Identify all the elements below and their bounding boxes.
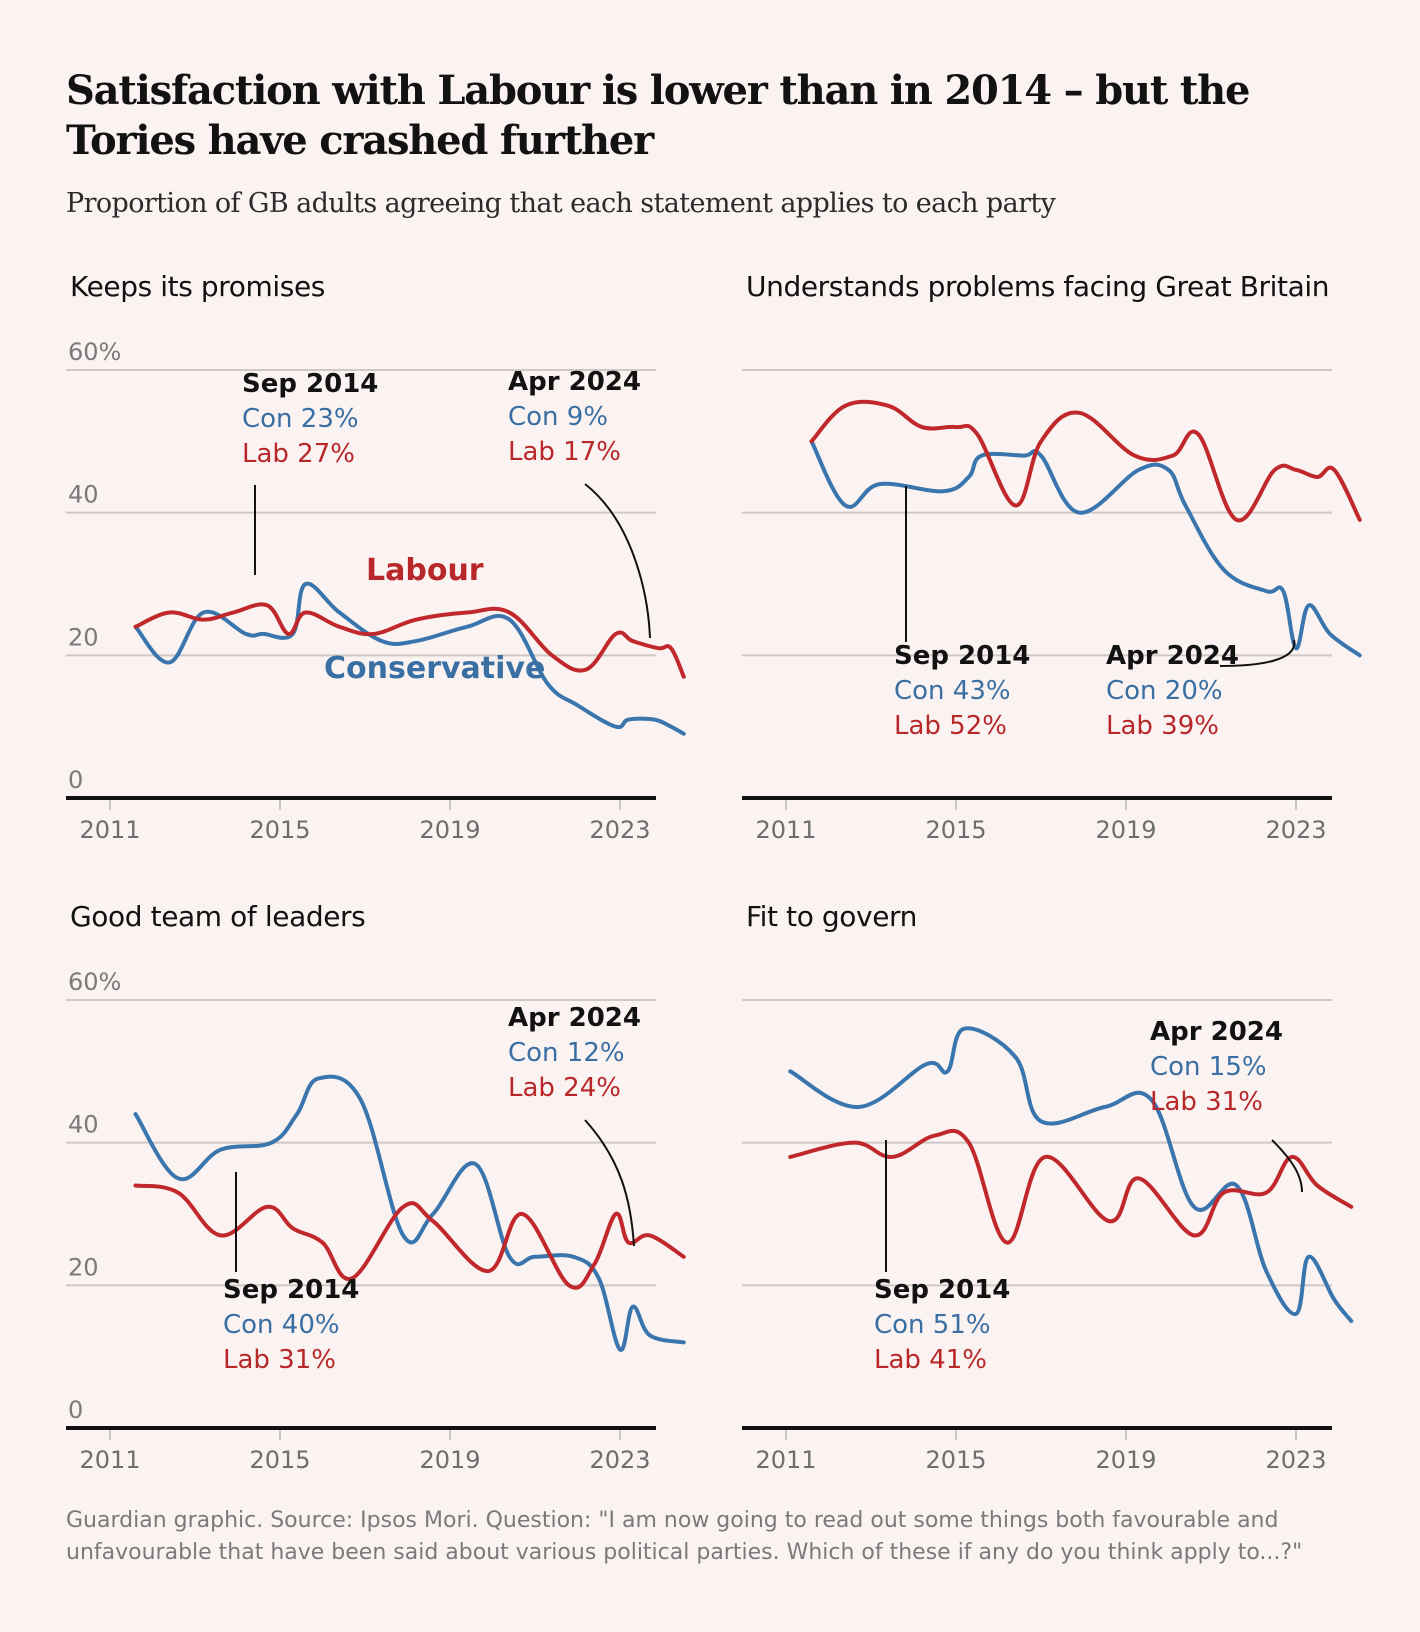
- annotation-sep-2014: Sep 2014 Con 51% Lab 41%: [874, 1140, 1010, 1375]
- x-tick-label: 2011: [755, 816, 816, 844]
- conservative-line: [133, 1074, 686, 1352]
- chart-subtitle: Proportion of GB adults agreeing that ea…: [66, 188, 1056, 219]
- annotation-leader-curve: [584, 1119, 635, 1247]
- panel-understands-problems: Understands problems facing Great Britai…: [742, 270, 1382, 844]
- chart-understands-problems: 2011 2015 2019 2023 Sep 2014 Con 43% Lab 52% Ap…: [742, 369, 1362, 844]
- annotation-leader-curve: [1219, 639, 1296, 667]
- annotation-con-value: Con 23%: [242, 404, 359, 434]
- x-tick-label: 2015: [925, 816, 986, 844]
- panel-fit-to-govern: Fit to govern 2011 2015 2019 2023 Apr 2024 Co…: [742, 900, 1382, 1474]
- y-tick-label: 60%: [68, 338, 121, 366]
- panel-title: Understands problems facing Great Britai…: [746, 270, 1330, 303]
- chart-good-team: 0 20 40 60% 2011 2015 2019 2023 Apr 2024 Con 12% L…: [66, 968, 686, 1474]
- chart-keeps-promises: 0 20 40 60% 2011 2015 2019 2023 Labour Conservati…: [66, 338, 686, 844]
- annotation-lab-value: Lab 27%: [242, 439, 355, 469]
- y-tick-label: 40: [68, 481, 99, 509]
- chart-fit-to-govern: 2011 2015 2019 2023 Apr 2024 Con 15% Lab 31% Se…: [742, 999, 1354, 1474]
- labour-line: [809, 399, 1362, 523]
- annotation-date: Apr 2024: [1150, 1017, 1283, 1047]
- x-tick-label: 2015: [925, 1446, 986, 1474]
- x-tick-label: 2019: [1095, 1446, 1156, 1474]
- annotation-con-value: Con 15%: [1150, 1052, 1267, 1082]
- annotation-leader-curve: [1271, 1139, 1303, 1193]
- annotation-con-value: Con 20%: [1106, 676, 1223, 706]
- conservative-line: [788, 1026, 1354, 1323]
- annotation-date: Apr 2024: [508, 1003, 641, 1033]
- labour-series-label: Labour: [366, 553, 484, 588]
- annotation-lab-value: Lab 31%: [1150, 1087, 1263, 1117]
- annotation-lab-value: Lab 39%: [1106, 711, 1219, 741]
- x-tick-label: 2023: [589, 816, 650, 844]
- x-tick-label: 2019: [1095, 816, 1156, 844]
- annotation-sep-2014: Sep 2014 Con 43% Lab 52%: [894, 486, 1030, 741]
- y-tick-label: 0: [68, 766, 83, 794]
- y-tick-label: 60%: [68, 968, 121, 996]
- x-tick-label: 2011: [79, 1446, 140, 1474]
- x-tick-label: 2023: [1265, 1446, 1326, 1474]
- x-tick-label: 2011: [755, 1446, 816, 1474]
- labour-line: [133, 602, 686, 679]
- annotation-lab-value: Lab 52%: [894, 711, 1007, 741]
- panel-title: Keeps its promises: [70, 270, 325, 303]
- panel-keeps-promises: Keeps its promises 0 20 40 60% 2011 2015 2019 2…: [66, 270, 706, 844]
- labour-line: [133, 1183, 686, 1290]
- annotation-lab-value: Lab 17%: [508, 437, 621, 467]
- annotation-apr-2024: Apr 2024 Con 20% Lab 39%: [1106, 639, 1296, 741]
- annotation-apr-2024: Apr 2024 Con 15% Lab 31%: [1150, 1017, 1303, 1193]
- x-tick-label: 2011: [79, 816, 140, 844]
- annotation-con-value: Con 9%: [508, 402, 608, 432]
- annotation-lab-value: Lab 41%: [874, 1345, 987, 1375]
- labour-line: [788, 1128, 1354, 1245]
- annotation-con-value: Con 12%: [508, 1038, 625, 1068]
- annotation-con-value: Con 51%: [874, 1310, 991, 1340]
- x-tick-label: 2019: [419, 816, 480, 844]
- x-tick-label: 2019: [419, 1446, 480, 1474]
- source-note: Guardian graphic. Source: Ipsos Mori. Qu…: [66, 1508, 1303, 1565]
- annotation-lab-value: Lab 31%: [223, 1345, 336, 1375]
- annotation-sep-2014: Sep 2014 Con 40% Lab 31%: [223, 1172, 359, 1375]
- x-tick-label: 2023: [1265, 816, 1326, 844]
- y-tick-label: 20: [68, 623, 99, 651]
- panel-title: Fit to govern: [746, 900, 918, 933]
- y-tick-label: 0: [68, 1396, 83, 1424]
- annotation-con-value: Con 40%: [223, 1310, 340, 1340]
- conservative-series-label: Conservative: [324, 651, 545, 686]
- chart-title: Satisfaction with Labour is lower than i…: [66, 67, 1250, 164]
- conservative-line: [809, 439, 1362, 658]
- annotation-date: Sep 2014: [223, 1275, 359, 1305]
- panel-good-team: Good team of leaders 0 20 40 60% 2011 2015 201…: [66, 900, 706, 1474]
- annotation-lab-value: Lab 24%: [508, 1073, 621, 1103]
- annotation-date: Apr 2024: [1106, 641, 1239, 671]
- annotation-sep-2014: Sep 2014 Con 23% Lab 27%: [242, 369, 378, 575]
- annotation-date: Apr 2024: [508, 367, 641, 397]
- annotation-apr-2024: Apr 2024 Con 12% Lab 24%: [508, 1003, 641, 1247]
- annotation-con-value: Con 43%: [894, 676, 1011, 706]
- annotation-leader-curve: [584, 483, 651, 639]
- conservative-line: [133, 581, 686, 736]
- x-tick-label: 2015: [249, 1446, 310, 1474]
- annotation-date: Sep 2014: [242, 369, 378, 399]
- x-tick-label: 2015: [249, 816, 310, 844]
- y-tick-label: 40: [68, 1111, 99, 1139]
- x-tick-label: 2023: [589, 1446, 650, 1474]
- y-tick-label: 20: [68, 1253, 99, 1281]
- annotation-date: Sep 2014: [874, 1275, 1010, 1305]
- annotation-date: Sep 2014: [894, 641, 1030, 671]
- panel-title: Good team of leaders: [70, 900, 366, 933]
- annotation-apr-2024: Apr 2024 Con 9% Lab 17%: [508, 367, 651, 639]
